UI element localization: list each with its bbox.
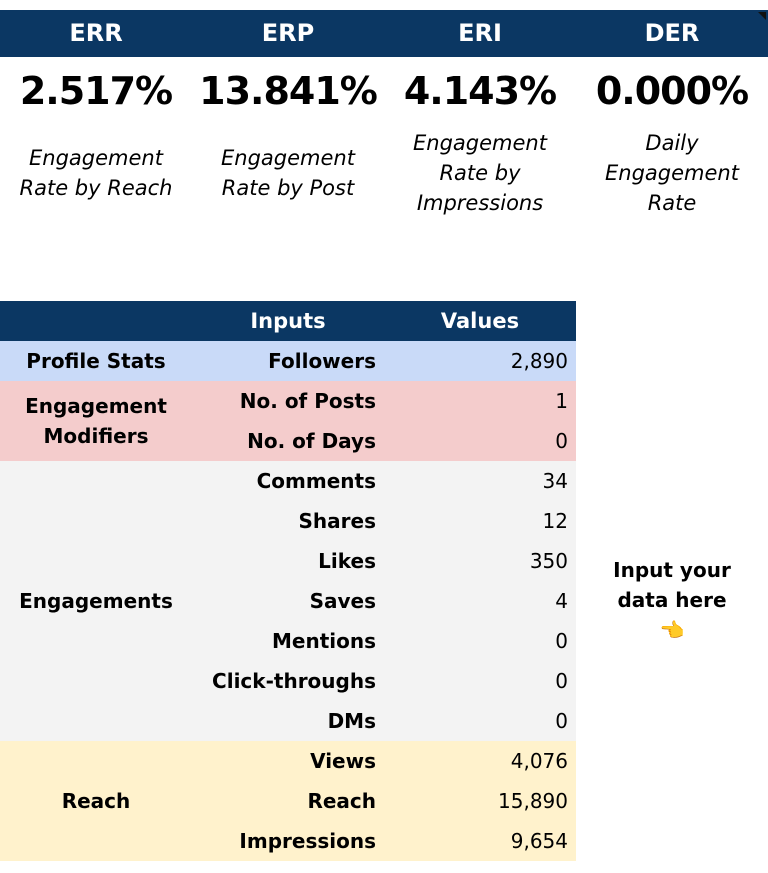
input-value[interactable]: 0 bbox=[555, 629, 568, 653]
table-header: Inputs Values bbox=[0, 301, 576, 341]
table-row: DMs 0 bbox=[192, 701, 576, 741]
metric-erp: 13.841% Engagement Rate by Post bbox=[192, 60, 384, 218]
metric-description: Engagement Rate by Post bbox=[221, 146, 355, 200]
table-row: Views 4,076 bbox=[192, 741, 576, 781]
input-label: Saves bbox=[309, 589, 376, 613]
input-label: Mentions bbox=[271, 629, 376, 653]
input-value[interactable]: 12 bbox=[542, 509, 568, 533]
table-row: Comments 34 bbox=[192, 461, 576, 501]
metric-value: 2.517% bbox=[19, 69, 173, 113]
input-value[interactable]: 4 bbox=[555, 589, 568, 613]
input-label: Comments bbox=[256, 469, 376, 493]
header-values: Values bbox=[440, 309, 520, 333]
input-value[interactable]: 34 bbox=[542, 469, 568, 493]
group-label: Engagements bbox=[19, 589, 173, 613]
table-row: No. of Posts 1 bbox=[192, 381, 576, 421]
metric-abbr-eri: ERI bbox=[458, 19, 502, 47]
header-inputs: Inputs bbox=[250, 309, 326, 333]
metric-description: Daily Engagement Rate bbox=[605, 131, 739, 215]
metrics-header: ERR ERP ERI DER bbox=[0, 10, 768, 57]
metric-value: 4.143% bbox=[403, 69, 557, 113]
input-value[interactable]: 9,654 bbox=[510, 829, 568, 853]
table-row: Saves 4 bbox=[192, 581, 576, 621]
input-label: No. of Posts bbox=[239, 389, 376, 413]
table-group: Engagement Modifiers No. of Posts 1 No. of … bbox=[0, 381, 576, 461]
table-row: Mentions 0 bbox=[192, 621, 576, 661]
table-row: Shares 12 bbox=[192, 501, 576, 541]
inputs-table: Inputs Values Profile Stats Followers 2,89… bbox=[0, 301, 576, 861]
input-value[interactable]: 4,076 bbox=[510, 749, 568, 773]
table-row: Click-throughs 0 bbox=[192, 661, 576, 701]
input-label: Views bbox=[310, 749, 376, 773]
table-group: Profile Stats Followers 2,890 bbox=[0, 341, 576, 381]
pointing-left-hand-icon: 👈 bbox=[659, 618, 685, 642]
table-row: Reach 15,890 bbox=[192, 781, 576, 821]
table-row: Followers 2,890 bbox=[192, 341, 576, 381]
input-value[interactable]: 15,890 bbox=[498, 789, 568, 813]
metric-value: 0.000% bbox=[595, 69, 749, 113]
input-value[interactable]: 350 bbox=[529, 549, 568, 573]
metric-description: Engagement Rate by Impressions bbox=[413, 131, 547, 215]
metric-err: 2.517% Engagement Rate by Reach bbox=[0, 60, 192, 218]
input-value[interactable]: 1 bbox=[555, 389, 568, 413]
group-label: Engagement Modifiers bbox=[25, 394, 167, 448]
table-group: Engagements Comments 34 Shares 12 Likes 350 Sav… bbox=[0, 461, 576, 741]
header-group bbox=[0, 301, 192, 341]
metric-value: 13.841% bbox=[199, 69, 378, 113]
input-value[interactable]: 0 bbox=[555, 429, 568, 453]
metric-description: Engagement Rate by Reach bbox=[19, 146, 173, 200]
metric-abbr-der: DER bbox=[644, 19, 700, 47]
metrics-values: 2.517% Engagement Rate by Reach 13.841% Eng… bbox=[0, 60, 768, 218]
input-label: Shares bbox=[298, 509, 376, 533]
metric-der: 0.000% Daily Engagement Rate bbox=[576, 60, 768, 218]
table-row: Impressions 9,654 bbox=[192, 821, 576, 861]
input-hint-text: Input your data here bbox=[613, 558, 731, 612]
input-label: Impressions bbox=[239, 829, 376, 853]
input-label: Reach bbox=[307, 789, 376, 813]
group-label: Profile Stats bbox=[26, 349, 166, 373]
input-label: Likes bbox=[318, 549, 376, 573]
input-label: No. of Days bbox=[247, 429, 376, 453]
table-row: Likes 350 bbox=[192, 541, 576, 581]
metric-abbr-erp: ERP bbox=[261, 19, 315, 47]
input-hint: Input your data here 👈 bbox=[576, 555, 768, 645]
input-label: DMs bbox=[327, 709, 376, 733]
input-label: Click-throughs bbox=[212, 669, 376, 693]
group-label: Reach bbox=[61, 789, 131, 813]
metric-eri: 4.143% Engagement Rate by Impressions bbox=[384, 60, 576, 218]
table-row: No. of Days 0 bbox=[192, 421, 576, 461]
input-label: Followers bbox=[268, 349, 376, 373]
metric-abbr-err: ERR bbox=[69, 19, 123, 47]
input-value[interactable]: 0 bbox=[555, 669, 568, 693]
table-group: Reach Views 4,076 Reach 15,890 Impressions 9,6… bbox=[0, 741, 576, 861]
input-value[interactable]: 0 bbox=[555, 709, 568, 733]
cell-note-indicator-icon bbox=[758, 12, 766, 20]
input-value[interactable]: 2,890 bbox=[510, 349, 568, 373]
